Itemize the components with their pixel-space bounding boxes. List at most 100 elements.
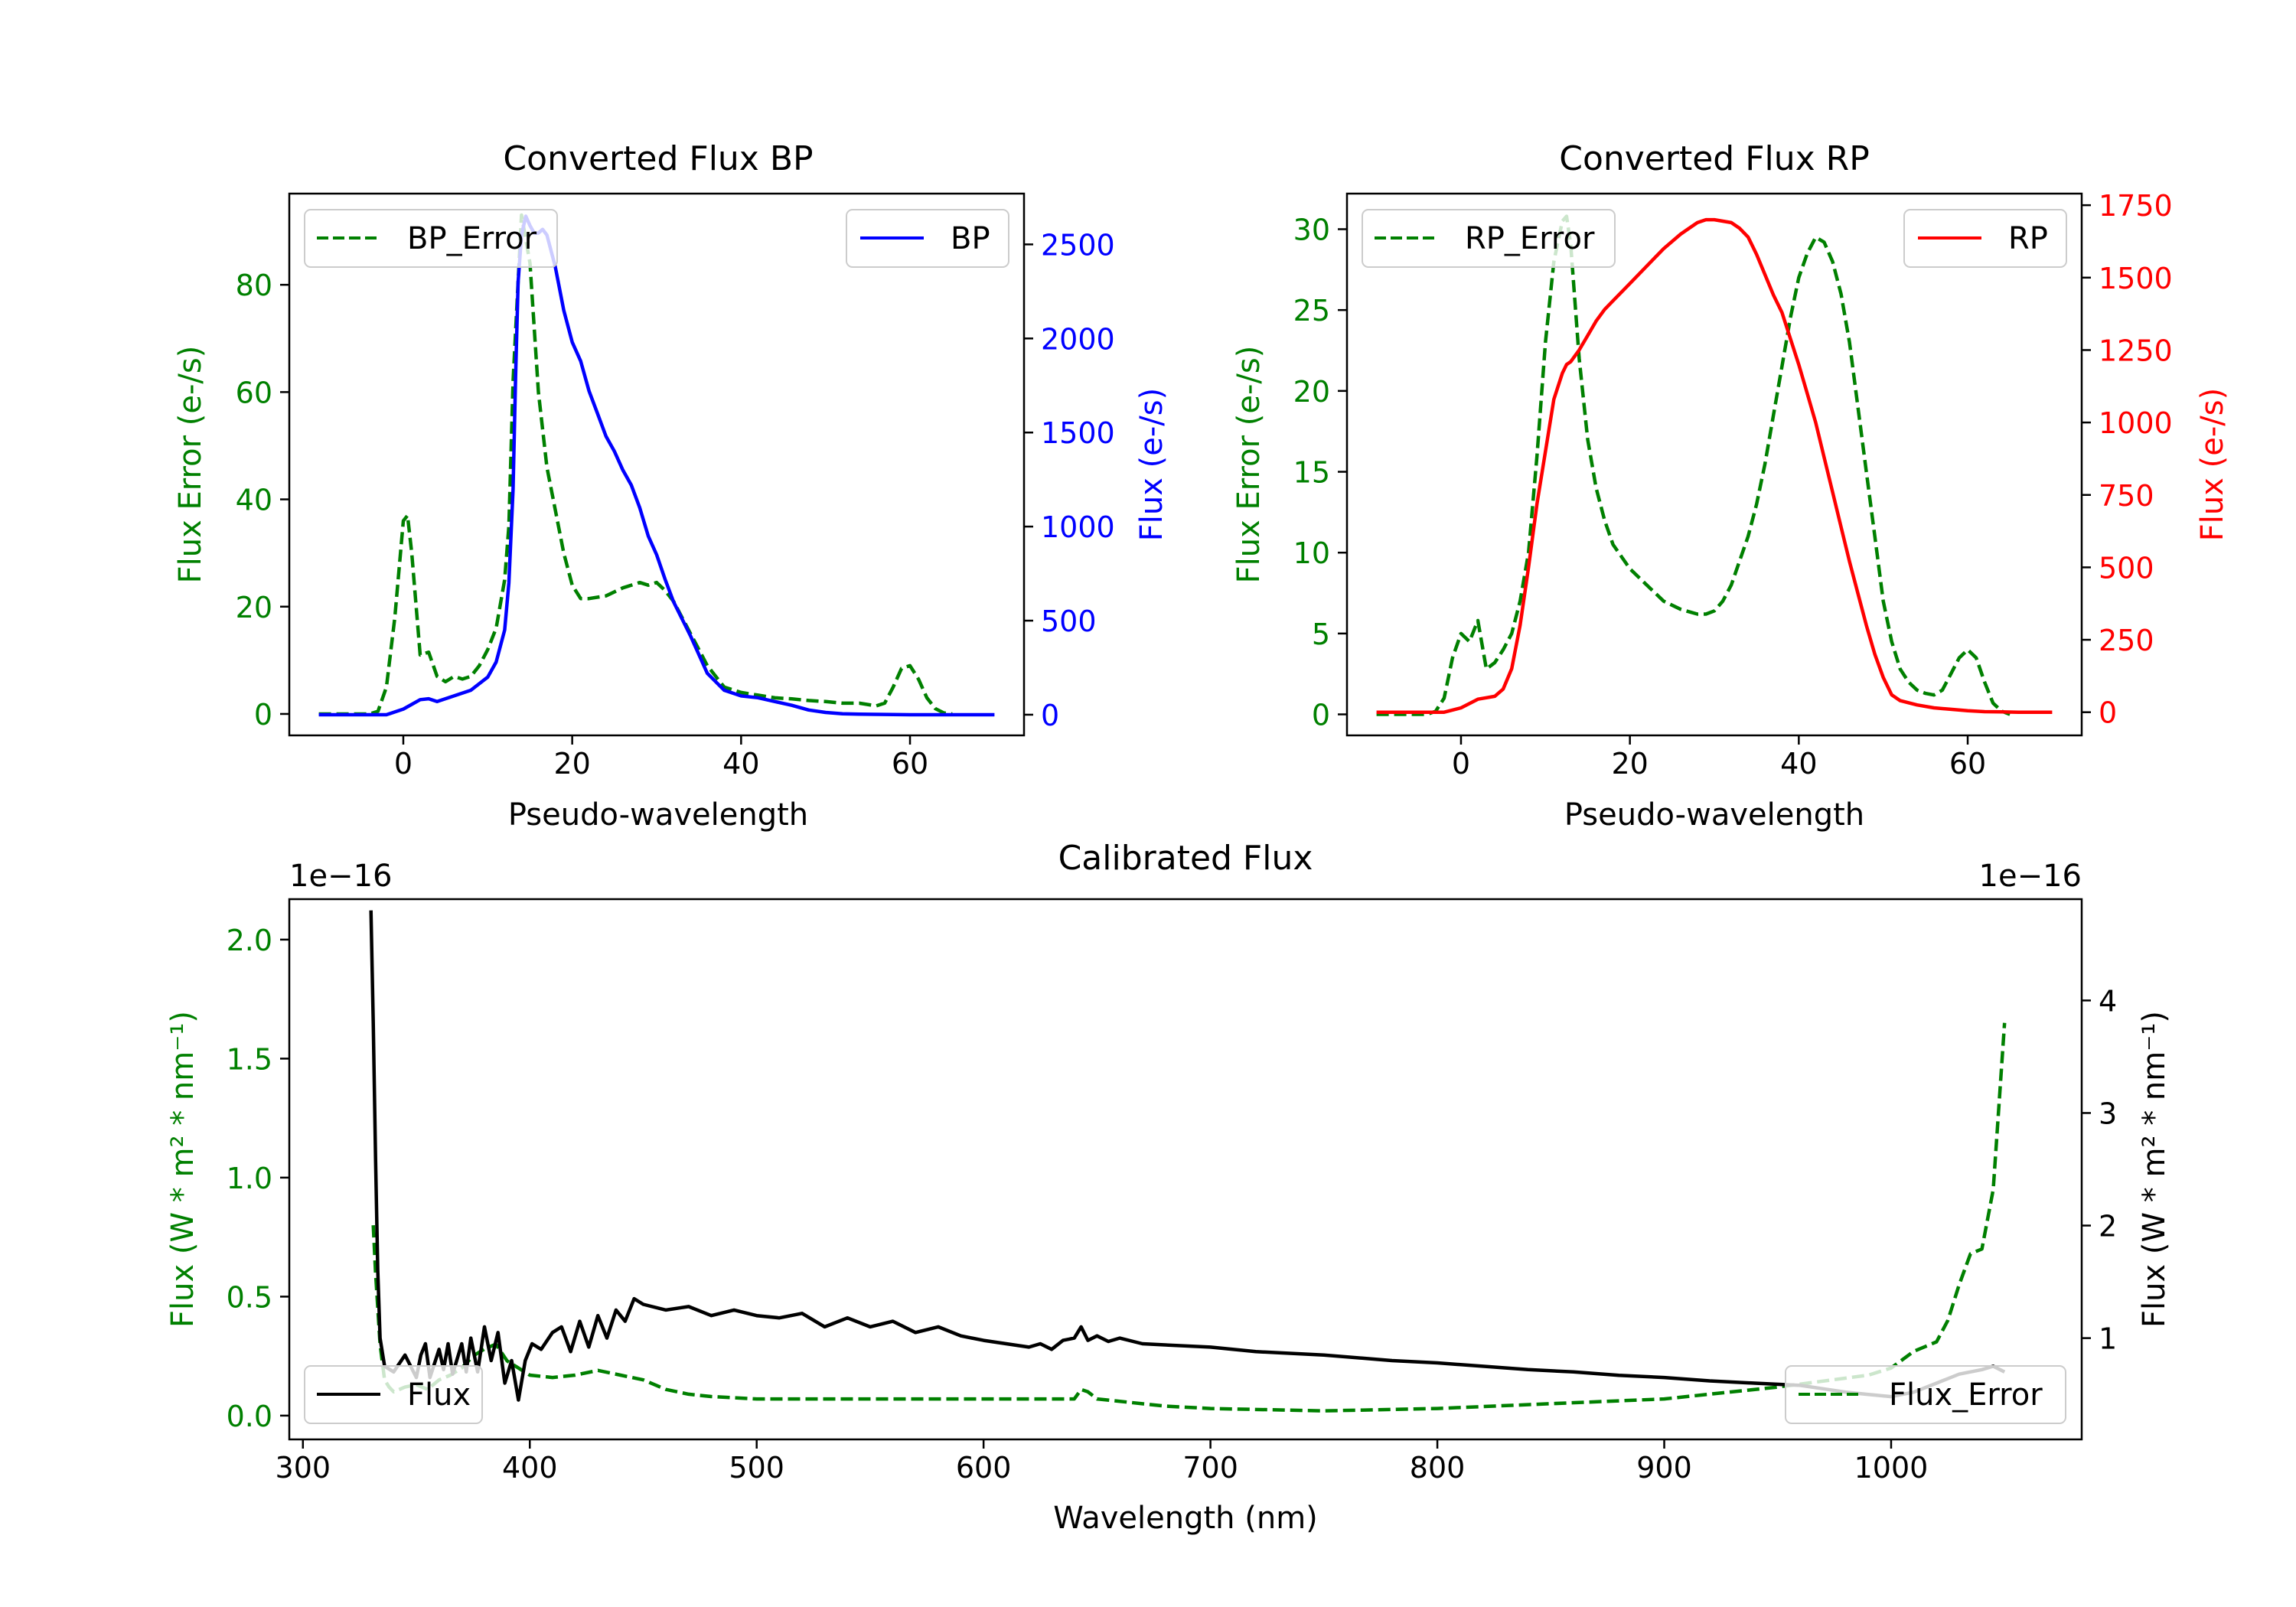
bp-right-y-tick-label: 2500 [1041,228,1115,262]
rp-plot-area [1376,214,2053,716]
bp-legend-box [846,209,1009,268]
rp-left-y-tick-label: 15 [1293,456,1330,490]
rp-error-legend-box [1362,209,1616,268]
bp-x-tick-label: 60 [892,747,928,781]
rp-axes-frame [1345,192,2083,737]
rp-x-tick-label: 60 [1949,747,1986,781]
cal-right-offset: 1e−16 [1979,859,2082,894]
bp-bp-line [318,214,995,717]
rp-title: Converted Flux RP [1559,139,1870,178]
bp-right-y-tick-label: 1000 [1041,510,1115,544]
cal-right-y-tick-label: 1 [2099,1322,2117,1356]
rp-error-legend-label: RP_Error [1465,221,1595,256]
cal-right-y-tick-label: 3 [2099,1097,2117,1130]
rp-left-y-tick-label: 20 [1293,375,1330,409]
rp-right-y-tick-label: 1250 [2099,334,2173,367]
rp-left-y-tick-label: 5 [1312,618,1330,651]
rp-right-y-tick-label: 750 [2099,479,2154,513]
cal-left-offset: 1e−16 [289,859,392,894]
cal-flux-legend-label: Flux [407,1377,471,1413]
bp-right-y-tick-label: 2000 [1041,322,1115,356]
cal-left-y-tick-label: 0.0 [227,1400,272,1433]
cal-axes-frame [288,898,2083,1441]
cal-x-tick-label: 900 [1636,1451,1692,1485]
rp-rp-line [1376,217,2053,714]
cal-left-y-label: Flux (W * m² * nm⁻¹) [165,1011,201,1328]
bp-plot-area [318,213,995,717]
rp-legend-box [1903,209,2067,268]
rp-x-tick-label: 20 [1611,747,1648,781]
bp-error-legend: BP_Error [304,209,558,268]
rp-left-y-tick-label: 30 [1293,213,1330,246]
rp-right-y-tick-label: 1000 [2099,406,2173,440]
cal-x-tick-label: 400 [502,1451,558,1485]
bp-left-y-tick-label: 20 [236,591,272,624]
cal-error-legend-label: Flux_Error [1889,1377,2043,1413]
bp-error-legend-box [304,209,558,268]
bp-left-y-tick-label: 60 [236,376,272,409]
cal-x-tick-label: 700 [1182,1451,1238,1485]
rp-left-y-ticks: 0 5 10 15 20 25 30 [1293,213,1347,732]
cal-x-tick-label: 800 [1410,1451,1466,1485]
cal-right-y-tick-label: 4 [2099,984,2117,1018]
rp-right-y-tick-label: 0 [2099,696,2117,730]
bp-x-ticks: 0 20 40 60 [394,735,928,781]
rp-rp-error-line [1376,214,2011,716]
cal-right-y-tick-label: 2 [2099,1210,2117,1244]
bp-left-y-tick-label: 80 [236,269,272,302]
bp-x-tick-label: 40 [722,747,759,781]
bp-right-y-tick-label: 1500 [1041,416,1115,450]
cal-left-y-tick-label: 1.5 [227,1042,272,1076]
bp-legend-label: BP [951,221,990,256]
rp-panel: Converted Flux RP 0 20 40 60 0 5 10 15 20 25 30 0… [1231,139,2230,833]
bp-legend: BP [846,209,1009,268]
cal-x-label: Wavelength (nm) [1053,1501,1318,1536]
rp-legend: RP [1903,209,2067,268]
cal-left-y-tick-label: 1.0 [227,1162,272,1195]
rp-x-ticks: 0 20 40 60 [1452,735,1986,781]
bp-left-y-ticks: 0 20 40 60 80 [236,269,289,732]
cal-left-y-tick-label: 2.0 [227,924,272,957]
cal-flux-legend-box [304,1365,483,1424]
cal-plot-area [369,910,2007,1413]
rp-x-label: Pseudo-wavelength [1564,797,1864,833]
cal-flux-line [369,910,2006,1402]
bp-left-y-tick-label: 40 [236,484,272,517]
rp-left-y-tick-label: 25 [1293,294,1330,328]
rp-right-y-tick-label: 1500 [2099,262,2173,295]
cal-left-y-ticks: 0.0 0.5 1.0 1.5 2.0 [227,924,289,1433]
bp-right-y-tick-label: 500 [1041,605,1097,638]
cal-panel: Calibrated Flux 1e−16 1e−16 300 400 500 600… [165,839,2172,1536]
rp-right-y-tick-label: 1750 [2099,189,2173,223]
bp-x-label: Pseudo-wavelength [508,797,808,833]
rp-right-y-tick-label: 250 [2099,624,2154,657]
bp-axes-frame [288,192,1026,737]
cal-x-tick-label: 1000 [1854,1451,1929,1485]
cal-flux-legend: Flux [304,1365,483,1424]
bp-right-y-tick-label: 0 [1041,699,1059,732]
bp-x-tick-label: 0 [394,747,413,781]
rp-x-tick-label: 40 [1780,747,1817,781]
bp-left-y-label: Flux Error (e-/s) [173,346,208,584]
bp-right-y-ticks: 0 500 1000 1500 2000 2500 [1024,228,1115,732]
cal-left-y-tick-label: 0.5 [227,1280,272,1314]
bp-panel: Converted Flux BP 0 20 40 60 0 20 40 60 80 0 500… [173,139,1169,833]
rp-right-y-tick-label: 500 [2099,551,2154,585]
cal-x-ticks: 300 400 500 600 700 800 900 1000 [276,1439,1929,1485]
rp-left-y-tick-label: 0 [1312,699,1330,732]
rp-left-y-tick-label: 10 [1293,536,1330,570]
cal-right-y-label: Flux (W * m² * nm⁻¹) [2137,1011,2172,1328]
cal-title: Calibrated Flux [1058,839,1313,878]
bp-left-y-tick-label: 0 [254,698,272,732]
rp-right-y-ticks: 0 250 500 750 1000 1250 1500 1750 [2082,189,2173,730]
rp-left-y-label: Flux Error (e-/s) [1231,346,1267,584]
bp-right-y-label: Flux (e-/s) [1134,388,1169,541]
rp-x-tick-label: 0 [1452,747,1470,781]
cal-error-legend: Flux_Error [1785,1365,2066,1424]
cal-right-y-ticks: 1 2 3 4 [2082,984,2117,1356]
cal-x-tick-label: 500 [729,1451,784,1485]
bp-title: Converted Flux BP [503,139,813,178]
cal-error-legend-box [1785,1365,2066,1424]
rp-legend-label: RP [2008,221,2048,256]
